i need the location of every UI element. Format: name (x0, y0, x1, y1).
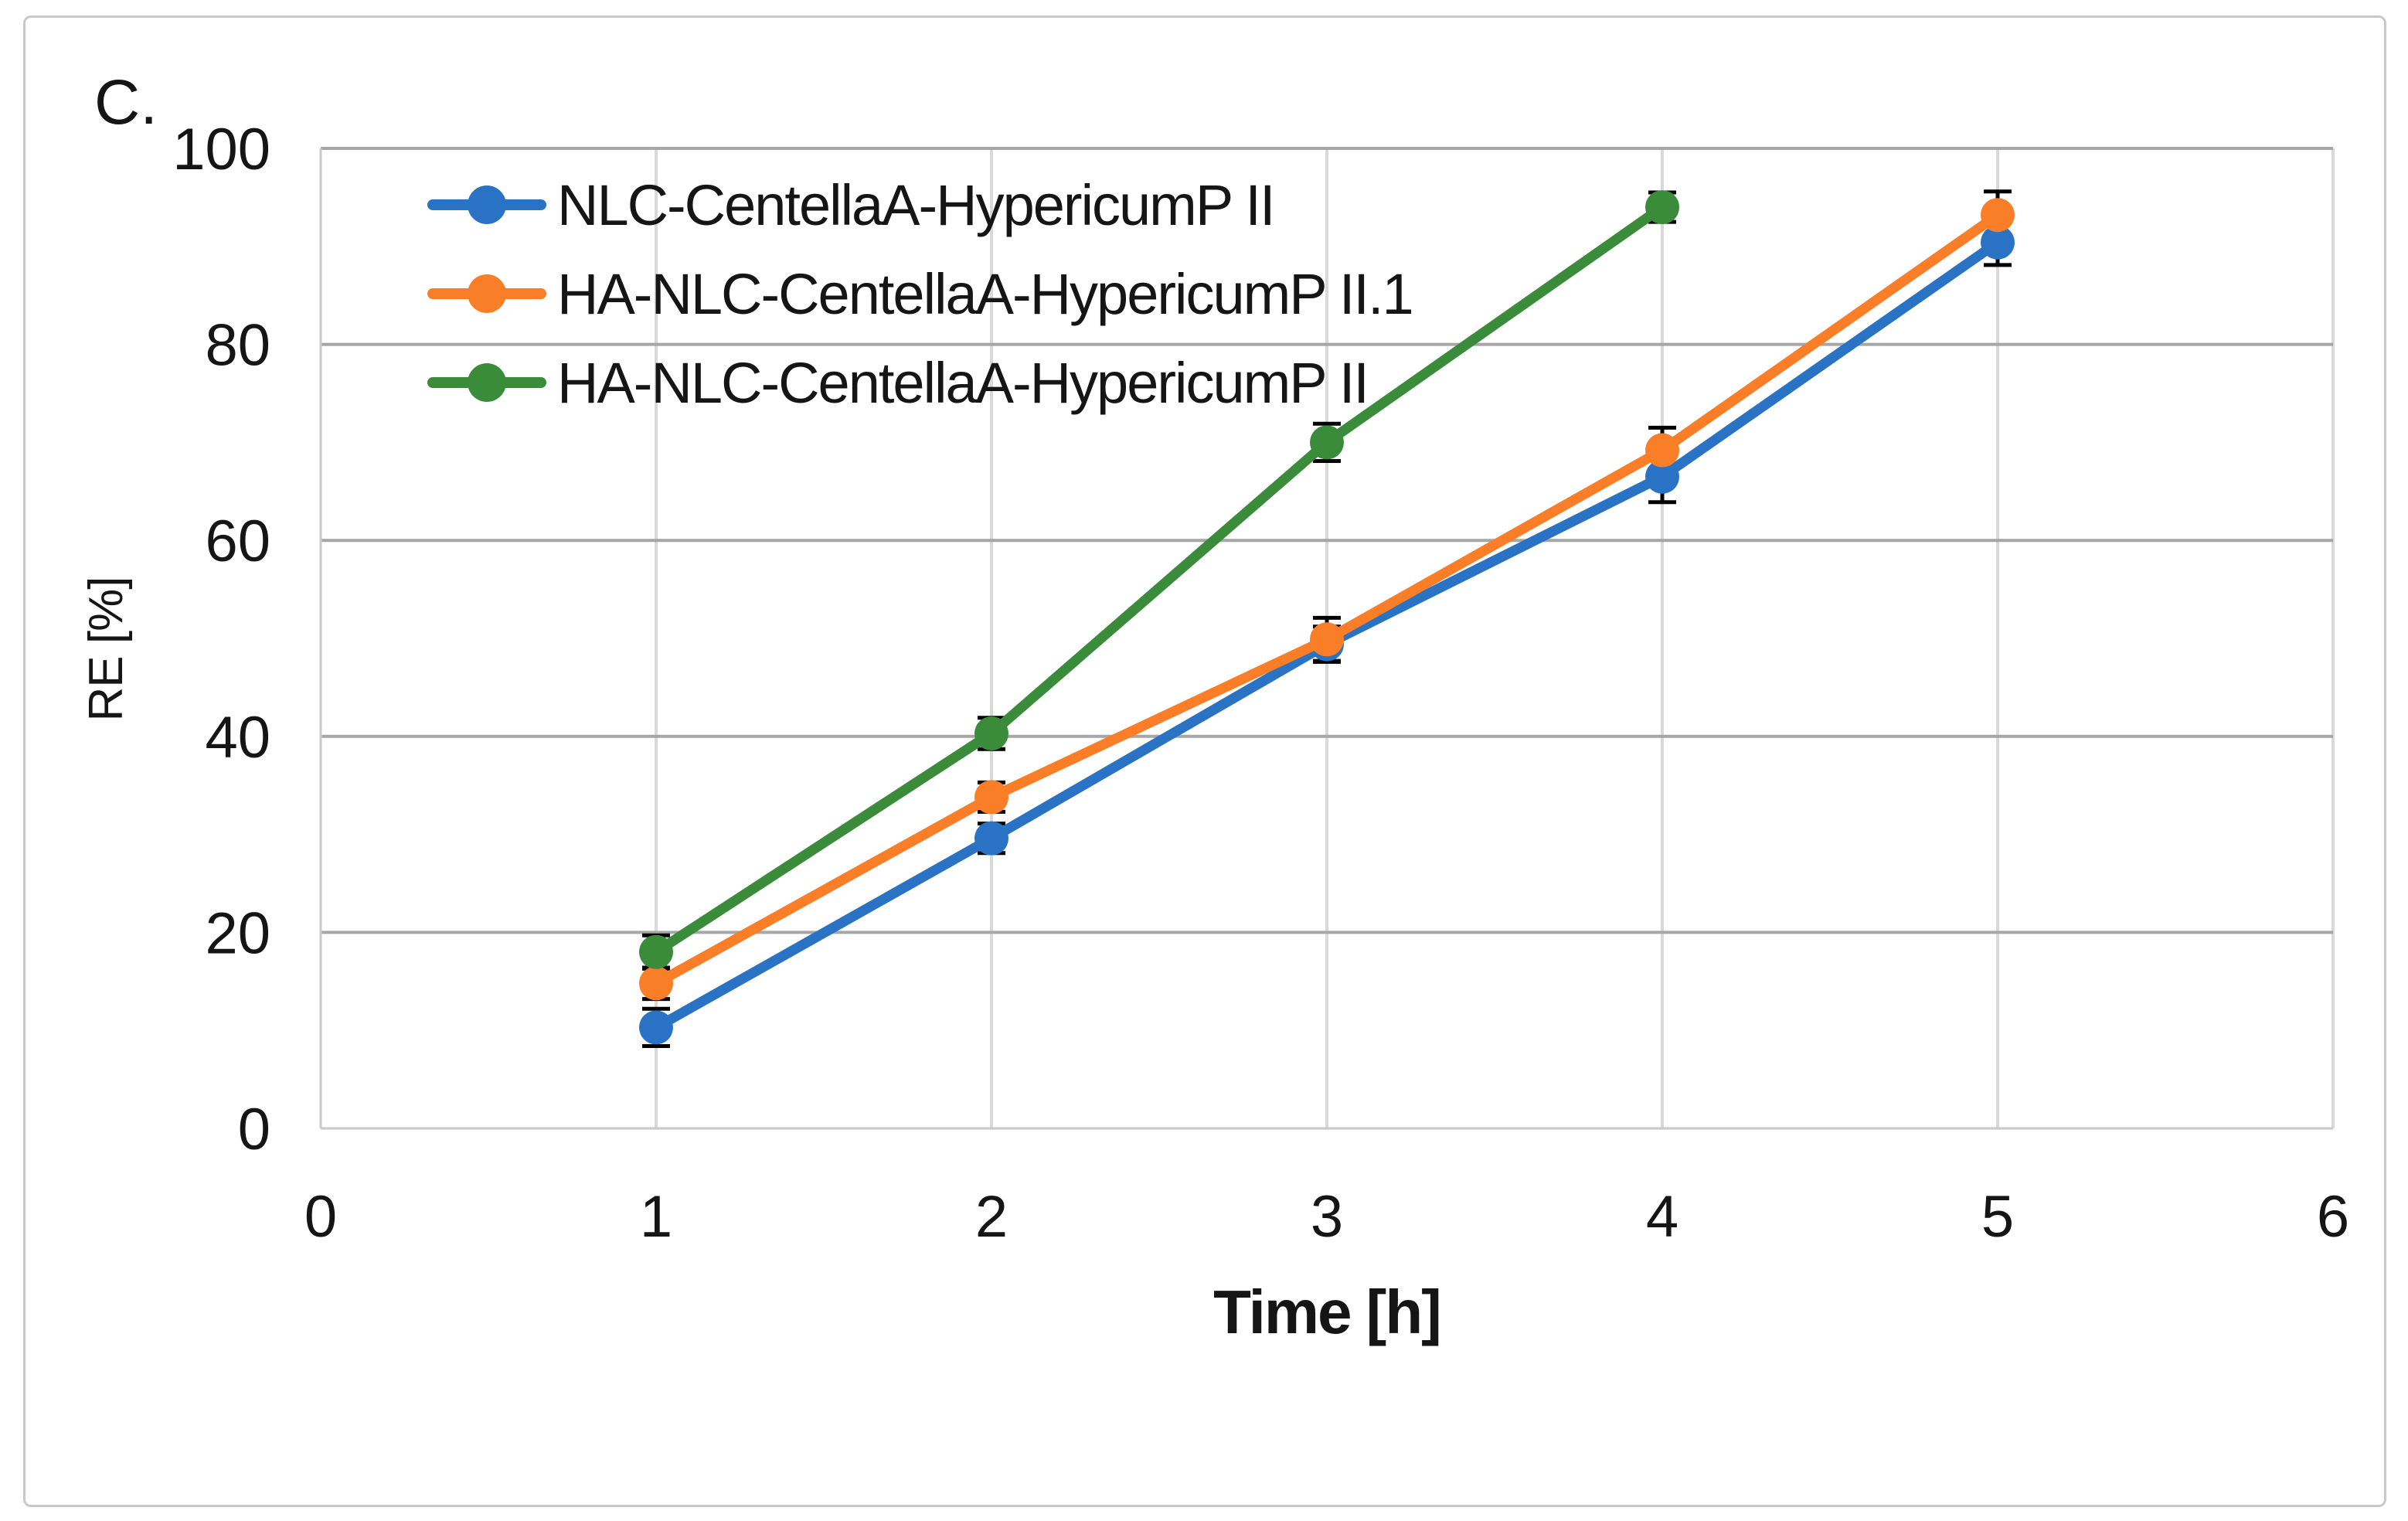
data-point-marker (1310, 425, 1344, 460)
x-axis-title: Time [h] (1213, 1278, 1442, 1346)
x-tick-label: 2 (975, 1184, 1008, 1250)
y-tick-label: 20 (205, 900, 270, 966)
legend-label: HA-NLC-CentellaA-HypericumP II (557, 350, 1369, 415)
legend-item: HA-NLC-CentellaA-HypericumP II.1 (427, 261, 1414, 326)
legend-line-marker-icon (427, 174, 546, 236)
legend-item: NLC-CentellaA-HypericumP II (427, 172, 1413, 237)
legend-marker-dot (468, 274, 506, 313)
series-line (651, 202, 1668, 958)
x-tick-label: 1 (640, 1184, 672, 1250)
legend-line-marker-icon (427, 263, 546, 325)
x-tick-label: 3 (1311, 1184, 1343, 1250)
y-tick-label: 0 (238, 1097, 270, 1162)
data-point-marker (1981, 225, 2015, 260)
data-point-marker (639, 966, 673, 1001)
data-point-marker (639, 1010, 673, 1045)
data-point-marker (1981, 198, 2015, 233)
data-point-marker (1310, 622, 1344, 657)
legend-line-marker-icon (427, 352, 546, 413)
x-tick-label: 5 (1981, 1184, 2014, 1250)
legend-item: HA-NLC-CentellaA-HypericumP II (427, 350, 1413, 415)
legend-marker-dot (468, 185, 506, 224)
panel-label: C. (94, 67, 158, 138)
x-tick-label: 4 (1646, 1184, 1678, 1250)
legend-label: HA-NLC-CentellaA-HypericumP II.1 (557, 261, 1414, 326)
legend: NLC-CentellaA-HypericumP II HA-NLC-Cente… (427, 172, 1414, 415)
y-tick-label: 40 (205, 705, 270, 771)
data-point-marker (974, 821, 1008, 856)
x-tick-label: 0 (304, 1184, 337, 1250)
y-tick-label: 80 (205, 313, 270, 379)
y-tick-label: 100 (172, 117, 270, 182)
data-point-marker (974, 780, 1008, 815)
data-point-marker (974, 716, 1008, 750)
data-point-marker (639, 934, 673, 969)
data-point-marker (1645, 190, 1679, 225)
y-tick-label: 60 (205, 509, 270, 574)
legend-label: NLC-CentellaA-HypericumP II (557, 172, 1276, 237)
y-axis-title: RE [%] (80, 577, 133, 722)
x-tick-label: 6 (2317, 1184, 2349, 1250)
legend-marker-dot (468, 363, 506, 402)
data-point-marker (1645, 459, 1679, 494)
data-point-marker (1645, 433, 1679, 468)
